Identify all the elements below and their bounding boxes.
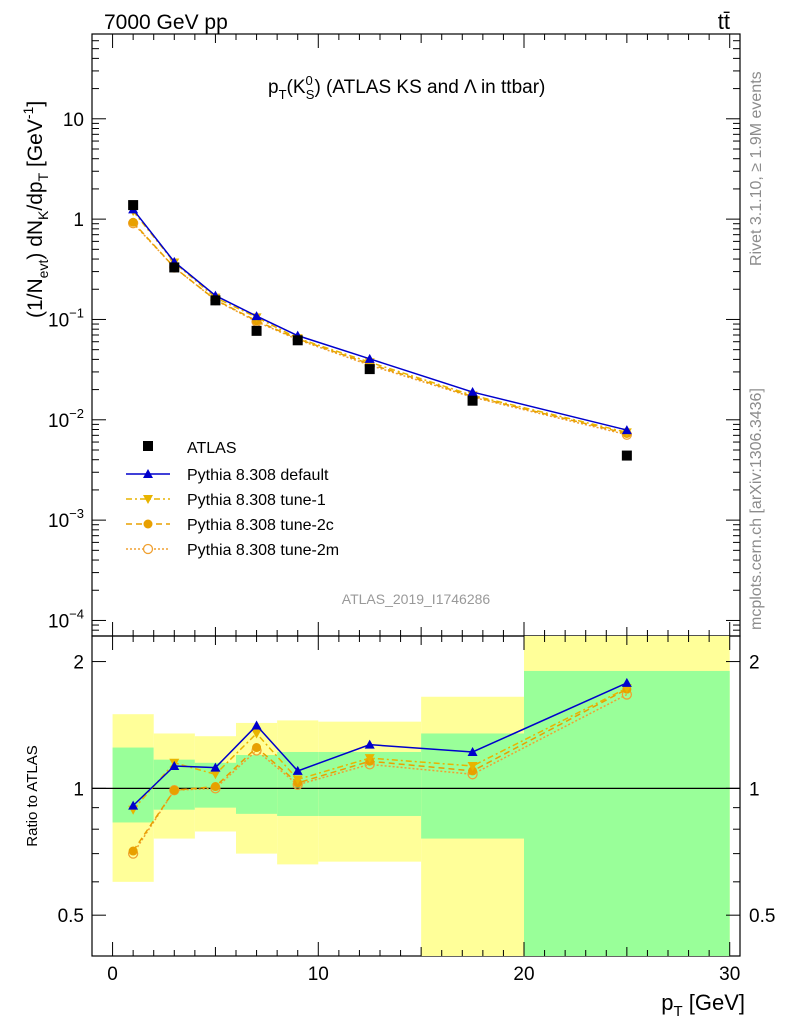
series-0-point-5 [364,353,375,363]
data-point-6 [467,395,478,406]
series-2-point-0 [128,217,138,227]
data-point-2 [210,295,221,306]
chart-title: pT(K0 S) (ATLAS KS and Λ in ttbar) [268,73,545,102]
data-point-7 [621,450,632,461]
ratio-1-point-6 [467,762,478,772]
ratio-0-point-4 [292,765,303,775]
legend-marker-default [126,469,170,478]
y-tick-label-ratio-left-0: 0.5 [58,906,84,927]
y-tick-label-main-1: 1 [73,210,84,231]
series-line-2 [132,221,628,435]
ratio-1-point-4 [292,775,303,785]
legend-marker-tune-1 [126,495,170,504]
analysis-watermark: ATLAS_2019_I1746286 [342,591,491,607]
ratio-0-point-2 [210,762,221,772]
band-green-7 [524,670,730,956]
uncertainty-bands [112,636,730,956]
ratio-2-point-2 [210,782,220,792]
ratio-line-0 [132,682,628,807]
header-left: 7000 GeV pp [104,11,228,34]
y-tick-label-main-0: 10 [63,110,84,131]
ratio-2-point-1 [169,785,179,795]
ratio-0-point-5 [364,739,375,749]
axis-ticks: 0 10 20 30 10 1 10−1 10−2 10−3 10−4 0.5 0.5 1 1 2 2 [48,33,775,985]
x-tick-label-1: 10 [308,964,329,985]
ratio-line-2 [132,688,628,852]
x-tick-label-2: 20 [513,964,534,985]
band-green-3 [236,755,278,814]
y-tick-label-main-5: 10−4 [48,606,84,632]
ratio-2-point-3 [252,743,262,753]
ratio-1-point-2 [210,770,221,780]
series-line-3 [132,222,628,436]
y-tick-label-ratio-right-1: 1 [749,779,760,800]
data-point-1 [169,262,180,273]
ratio-0-point-6 [467,746,478,756]
data-point-0 [128,200,139,211]
data-point-5 [364,364,375,375]
ratio-0-point-1 [169,761,180,771]
y-axis-label-ratio: Ratio to ATLAS [24,745,41,846]
series-0-point-3 [251,311,262,321]
header-right: tt̄ [718,9,730,34]
series-0-point-6 [467,387,478,397]
x-axis-label: pT [GeV] [661,990,745,1020]
y-tick-label-ratio-right-2: 2 [749,653,760,674]
legend-marker-atlas [143,441,153,451]
series-line-1 [132,210,628,434]
y-tick-label-ratio-left-1: 1 [73,779,84,800]
ratio-1-point-3 [251,729,262,739]
legend-label-default: Pythia 8.308 default [187,467,329,484]
ratio-panel-frame [91,635,741,957]
x-tick-label-3: 30 [719,964,740,985]
series-line-0 [132,208,628,431]
ratio-2-point-0 [128,846,138,856]
main-lines [127,200,633,461]
ratio-0-point-3 [251,720,262,730]
ratio-0-point-7 [621,677,632,687]
mcplots-label: mcplots.cern.ch [arXiv:1306.3436] [748,388,765,630]
series-0-point-7 [621,425,632,435]
rivet-label: Rivet 3.1.10, ≥ 1.9M events [748,71,765,266]
legend-marker-tune-2c [126,519,170,529]
y-tick-label-main-3: 10−2 [48,406,84,432]
legend-marker-tune-2m [126,543,170,555]
x-tick-label-0: 0 [107,964,118,985]
legend-label-atlas: ATLAS [187,440,237,457]
y-tick-label-ratio-right-0: 0.5 [749,906,775,927]
legend-label-tune-2c: Pythia 8.308 tune-2c [187,517,334,534]
y-axis-label-main: (1/Nevt) dNK/dpT [GeV-1] [20,101,51,318]
legend-label-tune-2m: Pythia 8.308 tune-2m [187,542,339,559]
y-tick-label-main-4: 10−3 [48,506,84,532]
y-tick-label-ratio-left-2: 2 [73,653,84,674]
ratio-0-point-0 [128,800,139,810]
legend-label-tune-1: Pythia 8.308 tune-1 [187,492,326,509]
ratio-lines [92,677,740,859]
y-tick-label-main-2: 10−1 [48,305,84,331]
legend: ATLAS Pythia 8.308 default Pythia 8.308 … [126,440,339,559]
data-point-4 [292,335,303,346]
data-point-3 [251,325,262,336]
ratio-1-point-5 [364,754,375,764]
